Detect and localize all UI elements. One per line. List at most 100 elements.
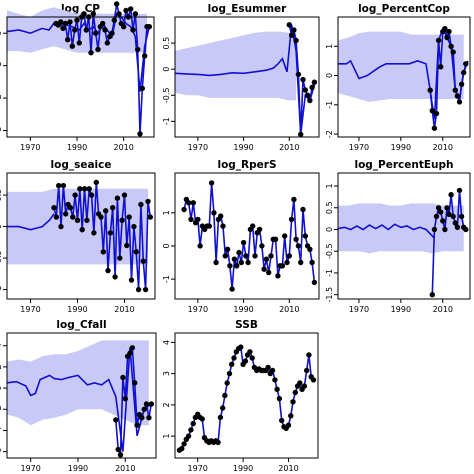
x-tick-label: 1990 bbox=[233, 305, 253, 314]
data-point bbox=[458, 213, 465, 220]
data-point bbox=[440, 218, 446, 224]
data-point bbox=[190, 200, 197, 206]
y-tick-label: -1.5 bbox=[325, 287, 334, 303]
data-point bbox=[284, 259, 290, 266]
data-point bbox=[307, 246, 313, 253]
data-point bbox=[307, 97, 313, 104]
data-point bbox=[224, 380, 230, 386]
x-tick-label: 1970 bbox=[349, 305, 369, 314]
data-point bbox=[122, 396, 129, 402]
y-tick-label: -1 bbox=[162, 275, 171, 283]
data-point bbox=[147, 214, 154, 220]
data-point bbox=[142, 286, 149, 293]
y-tick-label: 1 bbox=[325, 183, 334, 188]
data-point bbox=[431, 125, 438, 131]
data-point bbox=[81, 186, 88, 192]
data-point bbox=[186, 200, 192, 206]
data-point bbox=[433, 213, 440, 220]
data-point bbox=[133, 249, 139, 255]
data-point bbox=[250, 223, 256, 229]
data-point bbox=[123, 7, 129, 14]
data-point bbox=[293, 37, 299, 44]
y-tick-label: 0 bbox=[0, 224, 3, 229]
data-point bbox=[197, 243, 203, 249]
data-point bbox=[72, 192, 78, 198]
data-point bbox=[206, 223, 213, 229]
x-tick-label: 1990 bbox=[233, 143, 253, 152]
data-point bbox=[276, 395, 283, 402]
y-tick-label: -1 bbox=[325, 101, 334, 109]
data-point bbox=[134, 422, 140, 428]
y-tick-label: -2 bbox=[325, 130, 334, 138]
data-point bbox=[306, 352, 312, 358]
y-tick-label: 0 bbox=[162, 243, 171, 248]
chart-panel-7: log_Cfall 1970 1990 2010 4 2 0 -2 -4 -6 bbox=[0, 319, 157, 473]
y-tick-label: 0 bbox=[325, 227, 334, 232]
y-tick-label: -6 bbox=[0, 448, 3, 456]
y-tick-label: 0.5 bbox=[162, 37, 171, 50]
x-tick-label: 1990 bbox=[391, 305, 411, 314]
data-point bbox=[145, 198, 151, 205]
y-tick-label: 0.5 bbox=[325, 201, 334, 214]
data-point bbox=[256, 226, 263, 233]
data-point bbox=[142, 53, 148, 59]
data-point bbox=[266, 269, 272, 276]
data-point bbox=[62, 211, 69, 217]
chart-panel-3: log_PercentCop 1970 1990 2010 1 0 -1 -2 bbox=[325, 3, 471, 152]
panel-title: log_RperS bbox=[217, 159, 276, 171]
data-point bbox=[55, 182, 62, 189]
data-point bbox=[116, 11, 122, 17]
data-point bbox=[132, 380, 138, 386]
data-point bbox=[304, 92, 311, 99]
plot-frame bbox=[174, 332, 319, 459]
data-point bbox=[218, 213, 224, 219]
y-tick-label: -1 bbox=[0, 286, 3, 294]
data-point bbox=[126, 214, 132, 220]
data-point bbox=[139, 85, 146, 92]
data-point bbox=[456, 187, 463, 194]
data-point bbox=[311, 279, 318, 286]
data-point bbox=[446, 28, 452, 35]
data-point bbox=[185, 433, 192, 439]
y-tick-label: -1 bbox=[0, 62, 3, 70]
data-point bbox=[109, 30, 115, 36]
data-point bbox=[220, 223, 226, 229]
x-tick-label: 1990 bbox=[67, 143, 87, 152]
panel-title: log_PercentCop bbox=[358, 3, 450, 15]
y-tick-label: -0.5 bbox=[325, 243, 334, 259]
data-point bbox=[298, 131, 304, 138]
data-point bbox=[229, 361, 235, 367]
data-point bbox=[309, 84, 315, 91]
data-point bbox=[57, 19, 64, 25]
data-point bbox=[261, 266, 267, 272]
data-point bbox=[141, 406, 147, 412]
panel-title: log_seaice bbox=[51, 159, 112, 171]
plot-frame bbox=[337, 16, 471, 138]
data-point bbox=[109, 205, 116, 211]
data-point bbox=[135, 46, 141, 53]
chart-panel-8: SSB 1970 1990 2010 1 2 3 4 bbox=[162, 319, 319, 473]
data-point bbox=[81, 11, 87, 17]
data-point bbox=[291, 27, 297, 33]
data-point bbox=[298, 259, 304, 266]
x-tick-label: 1970 bbox=[20, 143, 40, 152]
data-point bbox=[301, 383, 308, 389]
data-point bbox=[138, 201, 144, 208]
data-point bbox=[288, 216, 295, 223]
chart-panel-5: log_RperS 1970 1990 2010 1 0 -1 bbox=[162, 159, 320, 314]
data-point bbox=[300, 76, 306, 83]
x-tick-label: 2010 bbox=[115, 464, 135, 473]
x-tick-label: 1990 bbox=[67, 305, 87, 314]
data-point bbox=[463, 226, 469, 233]
y-tick-label: 0.5 bbox=[0, 189, 3, 202]
plot-frame bbox=[337, 172, 471, 300]
data-point bbox=[302, 233, 308, 239]
data-point bbox=[444, 205, 450, 211]
data-point bbox=[300, 206, 306, 213]
data-point bbox=[279, 263, 286, 269]
chart-panel-6: log_PercentEuph 1970 1990 2010 1 0.5 0 -0.5 -1 -1… bbox=[325, 159, 471, 314]
data-point bbox=[137, 131, 143, 137]
data-point bbox=[309, 259, 315, 266]
y-tick-label: 2 bbox=[162, 402, 171, 407]
